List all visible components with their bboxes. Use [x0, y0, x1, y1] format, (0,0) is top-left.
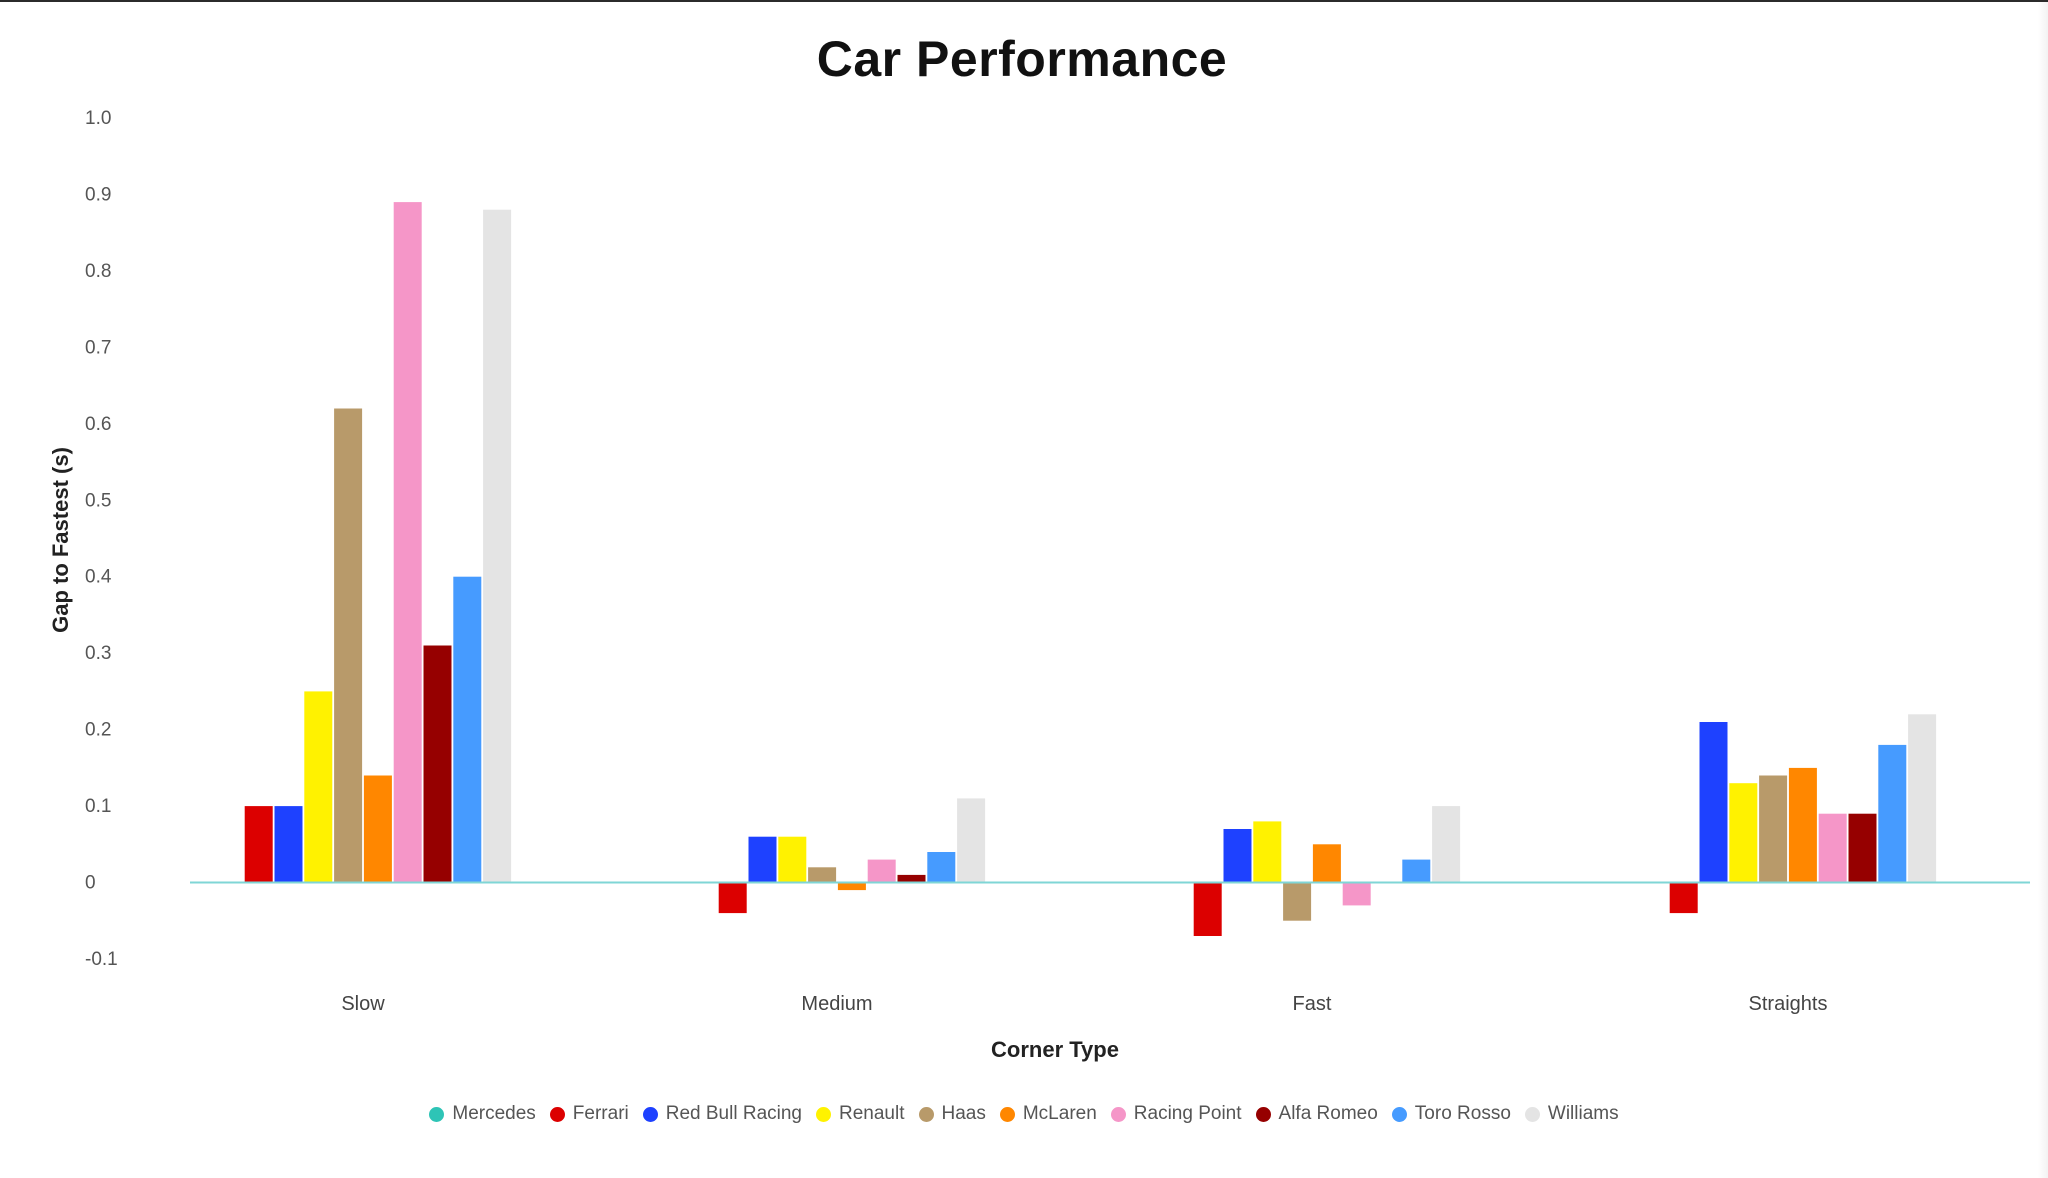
legend-item-red-bull-racing[interactable]: Red Bull Racing	[642, 1103, 802, 1125]
legend-dot-icon	[999, 1106, 1015, 1122]
bar-haas-slow	[334, 408, 363, 883]
y-tick-label: 0.8	[85, 261, 111, 282]
bar-red-bull-racing-medium	[748, 836, 777, 883]
y-tick-label: 0.3	[85, 643, 111, 664]
legend-label: Renault	[839, 1103, 905, 1124]
bar-williams-slow	[483, 209, 512, 883]
y-tick-label: 0	[85, 873, 96, 894]
x-category-label: Fast	[1293, 993, 1332, 1015]
legend-item-mclaren[interactable]: McLaren	[999, 1103, 1097, 1125]
top-border	[0, 0, 2048, 2]
y-tick-label: 0.4	[85, 567, 112, 588]
chart-title: Car Performance	[816, 31, 1228, 87]
bar-alfa-romeo-straights	[1848, 813, 1877, 883]
legend-label: Toro Rosso	[1414, 1103, 1511, 1124]
bar-haas-fast	[1283, 882, 1312, 921]
bar-toro-rosso-medium	[927, 852, 956, 883]
y-axis-ticks: 1.0 0.9 0.8 0.7 0.6 0.5 0.4 0.3 0.2 0.1 0 -0.1	[85, 108, 118, 970]
right-edge-shadow	[2038, 0, 2048, 1178]
legend-label: Racing Point	[1133, 1103, 1242, 1124]
legend-label: Ferrari	[572, 1103, 629, 1124]
x-category-label: Slow	[341, 993, 385, 1015]
y-tick-label: 0.6	[85, 414, 111, 435]
bar-red-bull-racing-fast	[1223, 829, 1252, 883]
legend-label: Haas	[941, 1103, 986, 1124]
legend-dot-icon	[918, 1106, 934, 1122]
y-tick-label: 0.1	[85, 796, 111, 817]
legend-label: Red Bull Racing	[665, 1103, 802, 1124]
bar-mclaren-medium	[837, 882, 866, 891]
bar-racing-point-medium	[867, 859, 896, 883]
bar-alfa-romeo-slow	[423, 645, 452, 883]
bar-red-bull-racing-straights	[1699, 722, 1728, 883]
x-axis-categories: Slow Medium Fast Straights	[341, 993, 1827, 1015]
legend-item-ferrari[interactable]: Ferrari	[549, 1103, 629, 1125]
legend-label: Alfa Romeo	[1278, 1103, 1378, 1124]
bar-racing-point-straights	[1818, 813, 1847, 883]
bar-renault-straights	[1729, 783, 1758, 883]
x-category-label: Medium	[801, 993, 872, 1015]
y-tick-label: 0.7	[85, 337, 111, 358]
legend-item-williams[interactable]: Williams	[1524, 1103, 1619, 1125]
legend-item-toro-rosso[interactable]: Toro Rosso	[1391, 1103, 1511, 1125]
bar-toro-rosso-slow	[453, 576, 482, 883]
legend-label: Mercedes	[452, 1103, 536, 1124]
bar-haas-straights	[1759, 775, 1788, 883]
bar-williams-straights	[1908, 714, 1937, 883]
y-tick-label: 0.5	[85, 490, 111, 511]
legend-label: Williams	[1547, 1103, 1619, 1124]
y-tick-label: 0.2	[85, 720, 111, 741]
bar-ferrari-medium	[718, 882, 747, 914]
legend-dot-icon	[549, 1106, 565, 1122]
legend-item-mercedes[interactable]: Mercedes	[429, 1103, 536, 1125]
legend-item-alfa-romeo[interactable]: Alfa Romeo	[1255, 1103, 1378, 1125]
bar-mclaren-slow	[363, 775, 392, 883]
bar-williams-fast	[1432, 806, 1461, 883]
bar-ferrari-fast	[1193, 882, 1222, 936]
bar-renault-medium	[778, 836, 807, 883]
bar-williams-medium	[957, 798, 986, 883]
bar-mclaren-fast	[1312, 844, 1341, 883]
legend-dot-icon	[429, 1106, 445, 1122]
y-tick-label: -0.1	[85, 949, 118, 970]
legend-dot-icon	[816, 1106, 831, 1122]
bar-haas-medium	[808, 867, 837, 883]
bar-series	[244, 202, 1937, 936]
x-category-label: Straights	[1749, 993, 1828, 1015]
y-tick-label: 0.9	[85, 184, 111, 205]
legend-dot-icon	[1391, 1106, 1407, 1122]
bar-renault-slow	[304, 691, 333, 883]
legend-item-renault[interactable]: Renault	[816, 1103, 905, 1125]
x-axis-title: Corner Type	[991, 1037, 1119, 1062]
legend-dot-icon	[1524, 1106, 1540, 1122]
legend-label: McLaren	[1022, 1103, 1097, 1124]
bar-alfa-romeo-medium	[897, 874, 926, 883]
bar-toro-rosso-straights	[1878, 744, 1907, 883]
bar-racing-point-fast	[1342, 882, 1371, 906]
legend-item-racing-point[interactable]: Racing Point	[1110, 1103, 1242, 1125]
legend-dot-icon	[1110, 1106, 1126, 1122]
bar-toro-rosso-fast	[1402, 859, 1431, 883]
legend-item-haas[interactable]: Haas	[918, 1103, 986, 1125]
y-tick-label: 1.0	[85, 108, 111, 129]
bar-renault-fast	[1253, 821, 1282, 883]
bar-ferrari-slow	[244, 806, 273, 883]
bar-mclaren-straights	[1788, 767, 1817, 883]
bar-racing-point-slow	[393, 202, 422, 883]
legend-dot-icon	[642, 1106, 658, 1122]
y-axis-title: Gap to Fastest (s)	[48, 447, 73, 633]
legend: Mercedes Ferrari Red Bull Racing Renault Haa…	[0, 1098, 2048, 1130]
bar-ferrari-straights	[1669, 882, 1698, 914]
bar-red-bull-racing-slow	[274, 806, 303, 883]
legend-dot-icon	[1255, 1106, 1271, 1122]
